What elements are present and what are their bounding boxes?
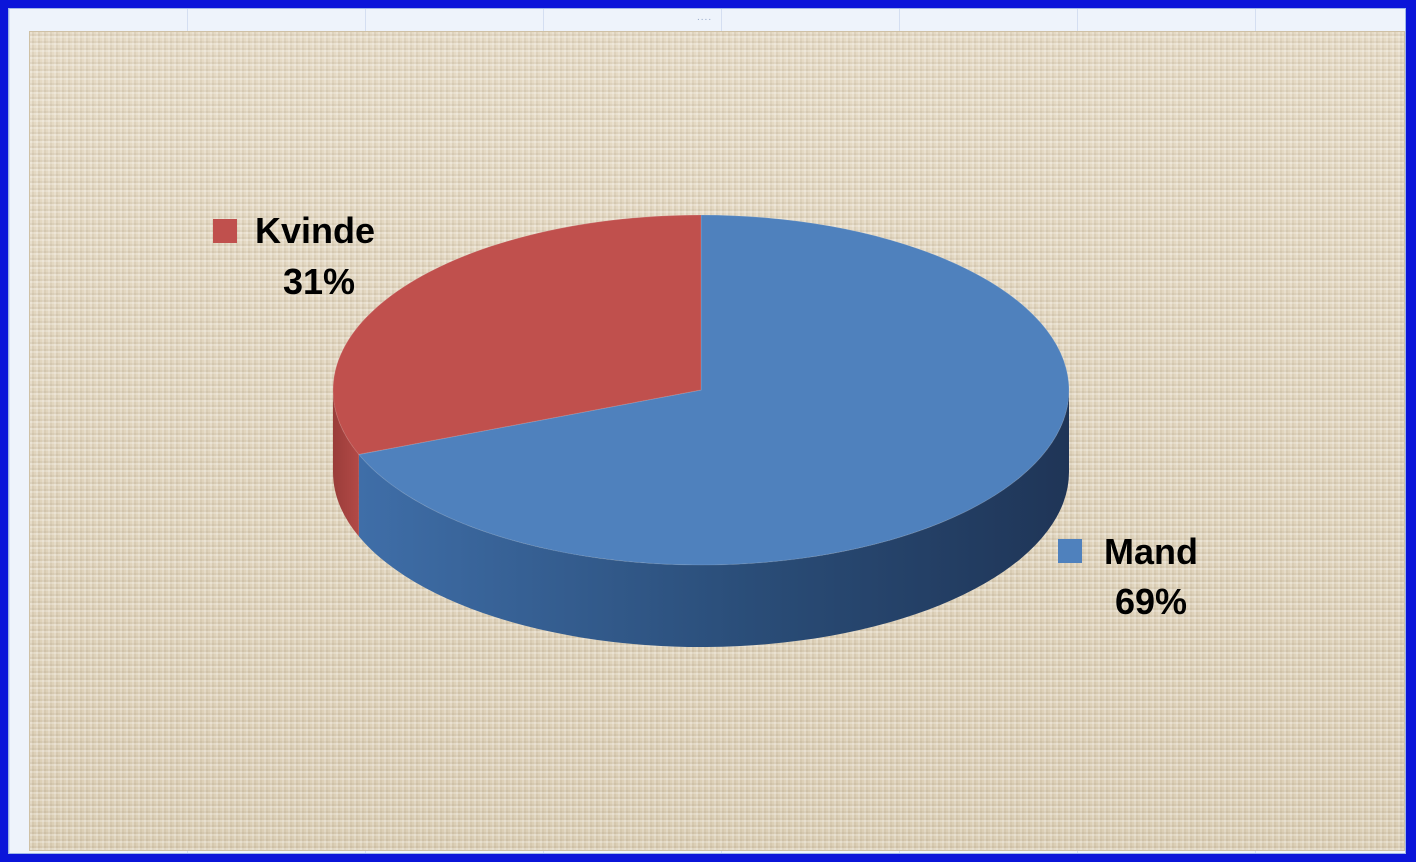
kvinde-category-label: Kvinde	[255, 210, 375, 251]
mand-category-label: Mand	[1104, 531, 1198, 572]
pie-side-group	[333, 390, 1069, 647]
mand-percentage-label: 69%	[1115, 581, 1187, 622]
mand-slice-side-2	[358, 390, 1069, 647]
kvinde-slice-side-1	[333, 390, 359, 537]
kvinde-slice[interactable]	[332, 214, 702, 455]
pie-label-group: Mand 69% Kvinde 31%	[213, 210, 1198, 622]
kvinde-percentage-label: 31%	[283, 261, 355, 302]
top-resize-handle[interactable]: ....	[697, 12, 713, 23]
mand-legend-marker	[1058, 539, 1082, 563]
pie-top-group	[332, 214, 1070, 566]
mand-slice[interactable]	[357, 214, 1070, 566]
kvinde-legend-marker	[213, 219, 237, 243]
